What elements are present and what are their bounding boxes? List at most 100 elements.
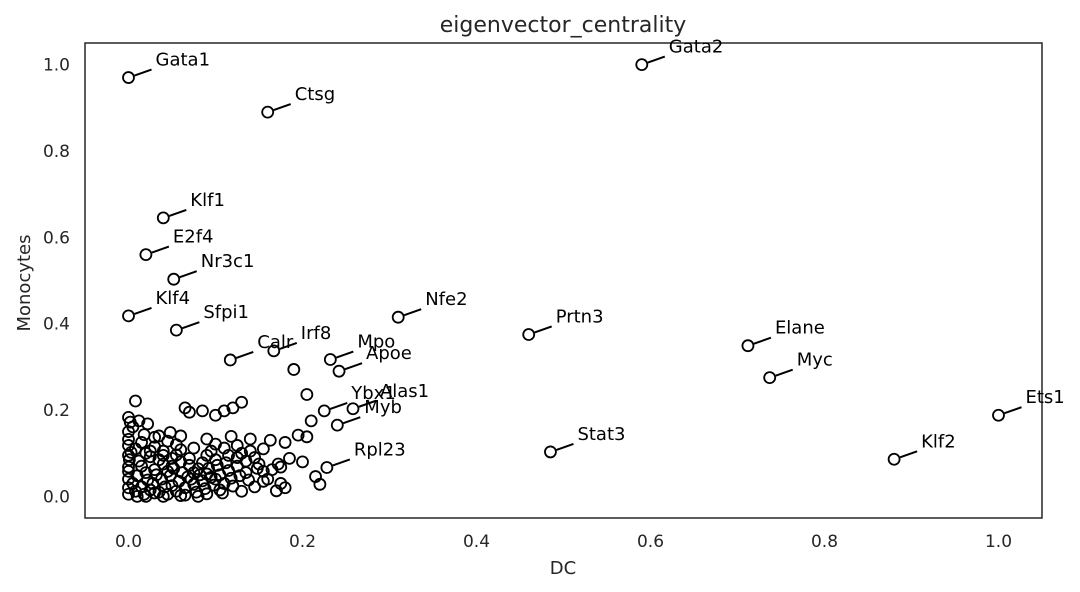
labeled-data-point bbox=[122, 309, 135, 323]
plot-frame bbox=[84, 42, 1043, 519]
data-point bbox=[313, 477, 327, 491]
data-point bbox=[243, 444, 257, 458]
labeled-data-point bbox=[261, 105, 275, 119]
data-point bbox=[148, 486, 162, 500]
data-point bbox=[196, 404, 209, 418]
data-point bbox=[217, 404, 231, 418]
data-point bbox=[152, 453, 166, 467]
data-point bbox=[300, 430, 314, 444]
gene-label: Ets1 bbox=[1026, 387, 1065, 408]
labeled-data-point bbox=[169, 323, 183, 337]
data-point bbox=[217, 441, 231, 455]
gene-label: Ctsg bbox=[295, 84, 335, 105]
gene-label: Klf1 bbox=[190, 190, 225, 211]
gene-label: Gata2 bbox=[669, 37, 724, 58]
data-point bbox=[274, 460, 288, 474]
y-tick-label: 1.0 bbox=[43, 56, 70, 76]
gene-label: Calr bbox=[257, 332, 294, 353]
data-point bbox=[278, 481, 292, 495]
gene-label: Klf2 bbox=[921, 431, 956, 452]
data-point bbox=[161, 434, 175, 448]
label-leader-line bbox=[1004, 406, 1022, 415]
data-point bbox=[122, 433, 135, 446]
labels-layer: Gata1 Gata2 Ctsg Klf1 E2f4 Nr3c1 Klf4 Sfpi1 Nfe2… bbox=[134, 37, 1065, 467]
x-axis-ticks: 0.0 0.2 0.4 0.6 0.8 1.0 bbox=[115, 532, 1012, 552]
labeled-data-point bbox=[332, 364, 346, 378]
y-axis-ticks: 0.0 0.2 0.4 0.6 0.8 1.0 bbox=[43, 56, 70, 508]
data-point bbox=[263, 433, 277, 447]
data-point bbox=[300, 388, 314, 401]
points-layer bbox=[122, 58, 1005, 503]
data-point bbox=[129, 484, 142, 498]
label-leader-line bbox=[647, 55, 666, 64]
data-point bbox=[283, 452, 296, 465]
gene-label: Gata1 bbox=[156, 50, 211, 71]
data-point bbox=[252, 457, 266, 471]
gene-label: Stat3 bbox=[577, 424, 625, 445]
data-point bbox=[122, 481, 135, 495]
x-tick-label: 0.2 bbox=[289, 532, 316, 552]
gene-label: Ybx1 bbox=[350, 383, 396, 404]
labeled-data-point bbox=[323, 353, 337, 366]
gene-label: Klf4 bbox=[156, 288, 191, 309]
labeled-data-point bbox=[156, 211, 170, 225]
data-point bbox=[148, 440, 162, 454]
data-point bbox=[271, 457, 285, 471]
x-tick-label: 0.4 bbox=[463, 532, 490, 552]
data-point bbox=[122, 425, 135, 439]
data-point bbox=[169, 448, 183, 462]
labeled-data-point bbox=[992, 408, 1005, 422]
data-point bbox=[161, 464, 175, 478]
labeled-data-point bbox=[887, 452, 901, 466]
data-point bbox=[193, 468, 207, 482]
chart-title: eigenvector_centrality bbox=[440, 13, 686, 38]
data-point bbox=[230, 451, 244, 464]
label-leader-line bbox=[273, 103, 292, 112]
gene-label: Alas1 bbox=[380, 381, 429, 402]
labeled-data-point bbox=[346, 402, 360, 416]
label-leader-line bbox=[134, 306, 152, 315]
data-point bbox=[178, 488, 192, 502]
data-point bbox=[182, 405, 196, 419]
label-leader-line bbox=[344, 362, 363, 371]
y-tick-label: 0.6 bbox=[43, 228, 70, 248]
data-point bbox=[122, 448, 135, 462]
x-tick-label: 1.0 bbox=[985, 532, 1012, 552]
labeled-data-point bbox=[522, 328, 536, 341]
y-tick-label: 0.4 bbox=[43, 315, 70, 335]
label-leader-line bbox=[342, 416, 361, 425]
label-leader-line bbox=[279, 341, 298, 350]
labeled-data-point bbox=[330, 418, 344, 432]
label-leader-line bbox=[336, 350, 354, 359]
data-point bbox=[291, 428, 305, 442]
labeled-data-point bbox=[122, 71, 135, 84]
data-point bbox=[129, 394, 142, 408]
data-point bbox=[278, 436, 292, 449]
data-point bbox=[174, 489, 188, 502]
label-leader-line bbox=[753, 336, 772, 345]
data-point bbox=[239, 466, 253, 480]
data-point bbox=[304, 414, 318, 428]
gene-label: Apoe bbox=[366, 343, 412, 364]
data-point bbox=[200, 448, 214, 462]
y-tick-label: 0.2 bbox=[43, 401, 70, 421]
label-leader-line bbox=[332, 458, 351, 467]
labeled-data-point bbox=[267, 344, 281, 358]
y-tick-label: 0.0 bbox=[43, 487, 70, 507]
label-leader-line bbox=[168, 208, 187, 217]
data-point bbox=[122, 439, 135, 452]
data-point bbox=[226, 401, 240, 415]
data-point bbox=[187, 441, 201, 455]
gene-label: Myb bbox=[364, 397, 402, 418]
gene-label: Irf8 bbox=[301, 323, 332, 344]
data-point bbox=[178, 401, 192, 415]
data-point bbox=[174, 429, 188, 443]
label-leader-line bbox=[182, 321, 200, 330]
gene-label: Rpl23 bbox=[354, 439, 406, 460]
labeled-data-point bbox=[139, 248, 153, 261]
data-point bbox=[296, 455, 309, 469]
data-point bbox=[213, 483, 227, 497]
label-leader-line bbox=[134, 68, 152, 77]
data-point bbox=[224, 471, 238, 485]
